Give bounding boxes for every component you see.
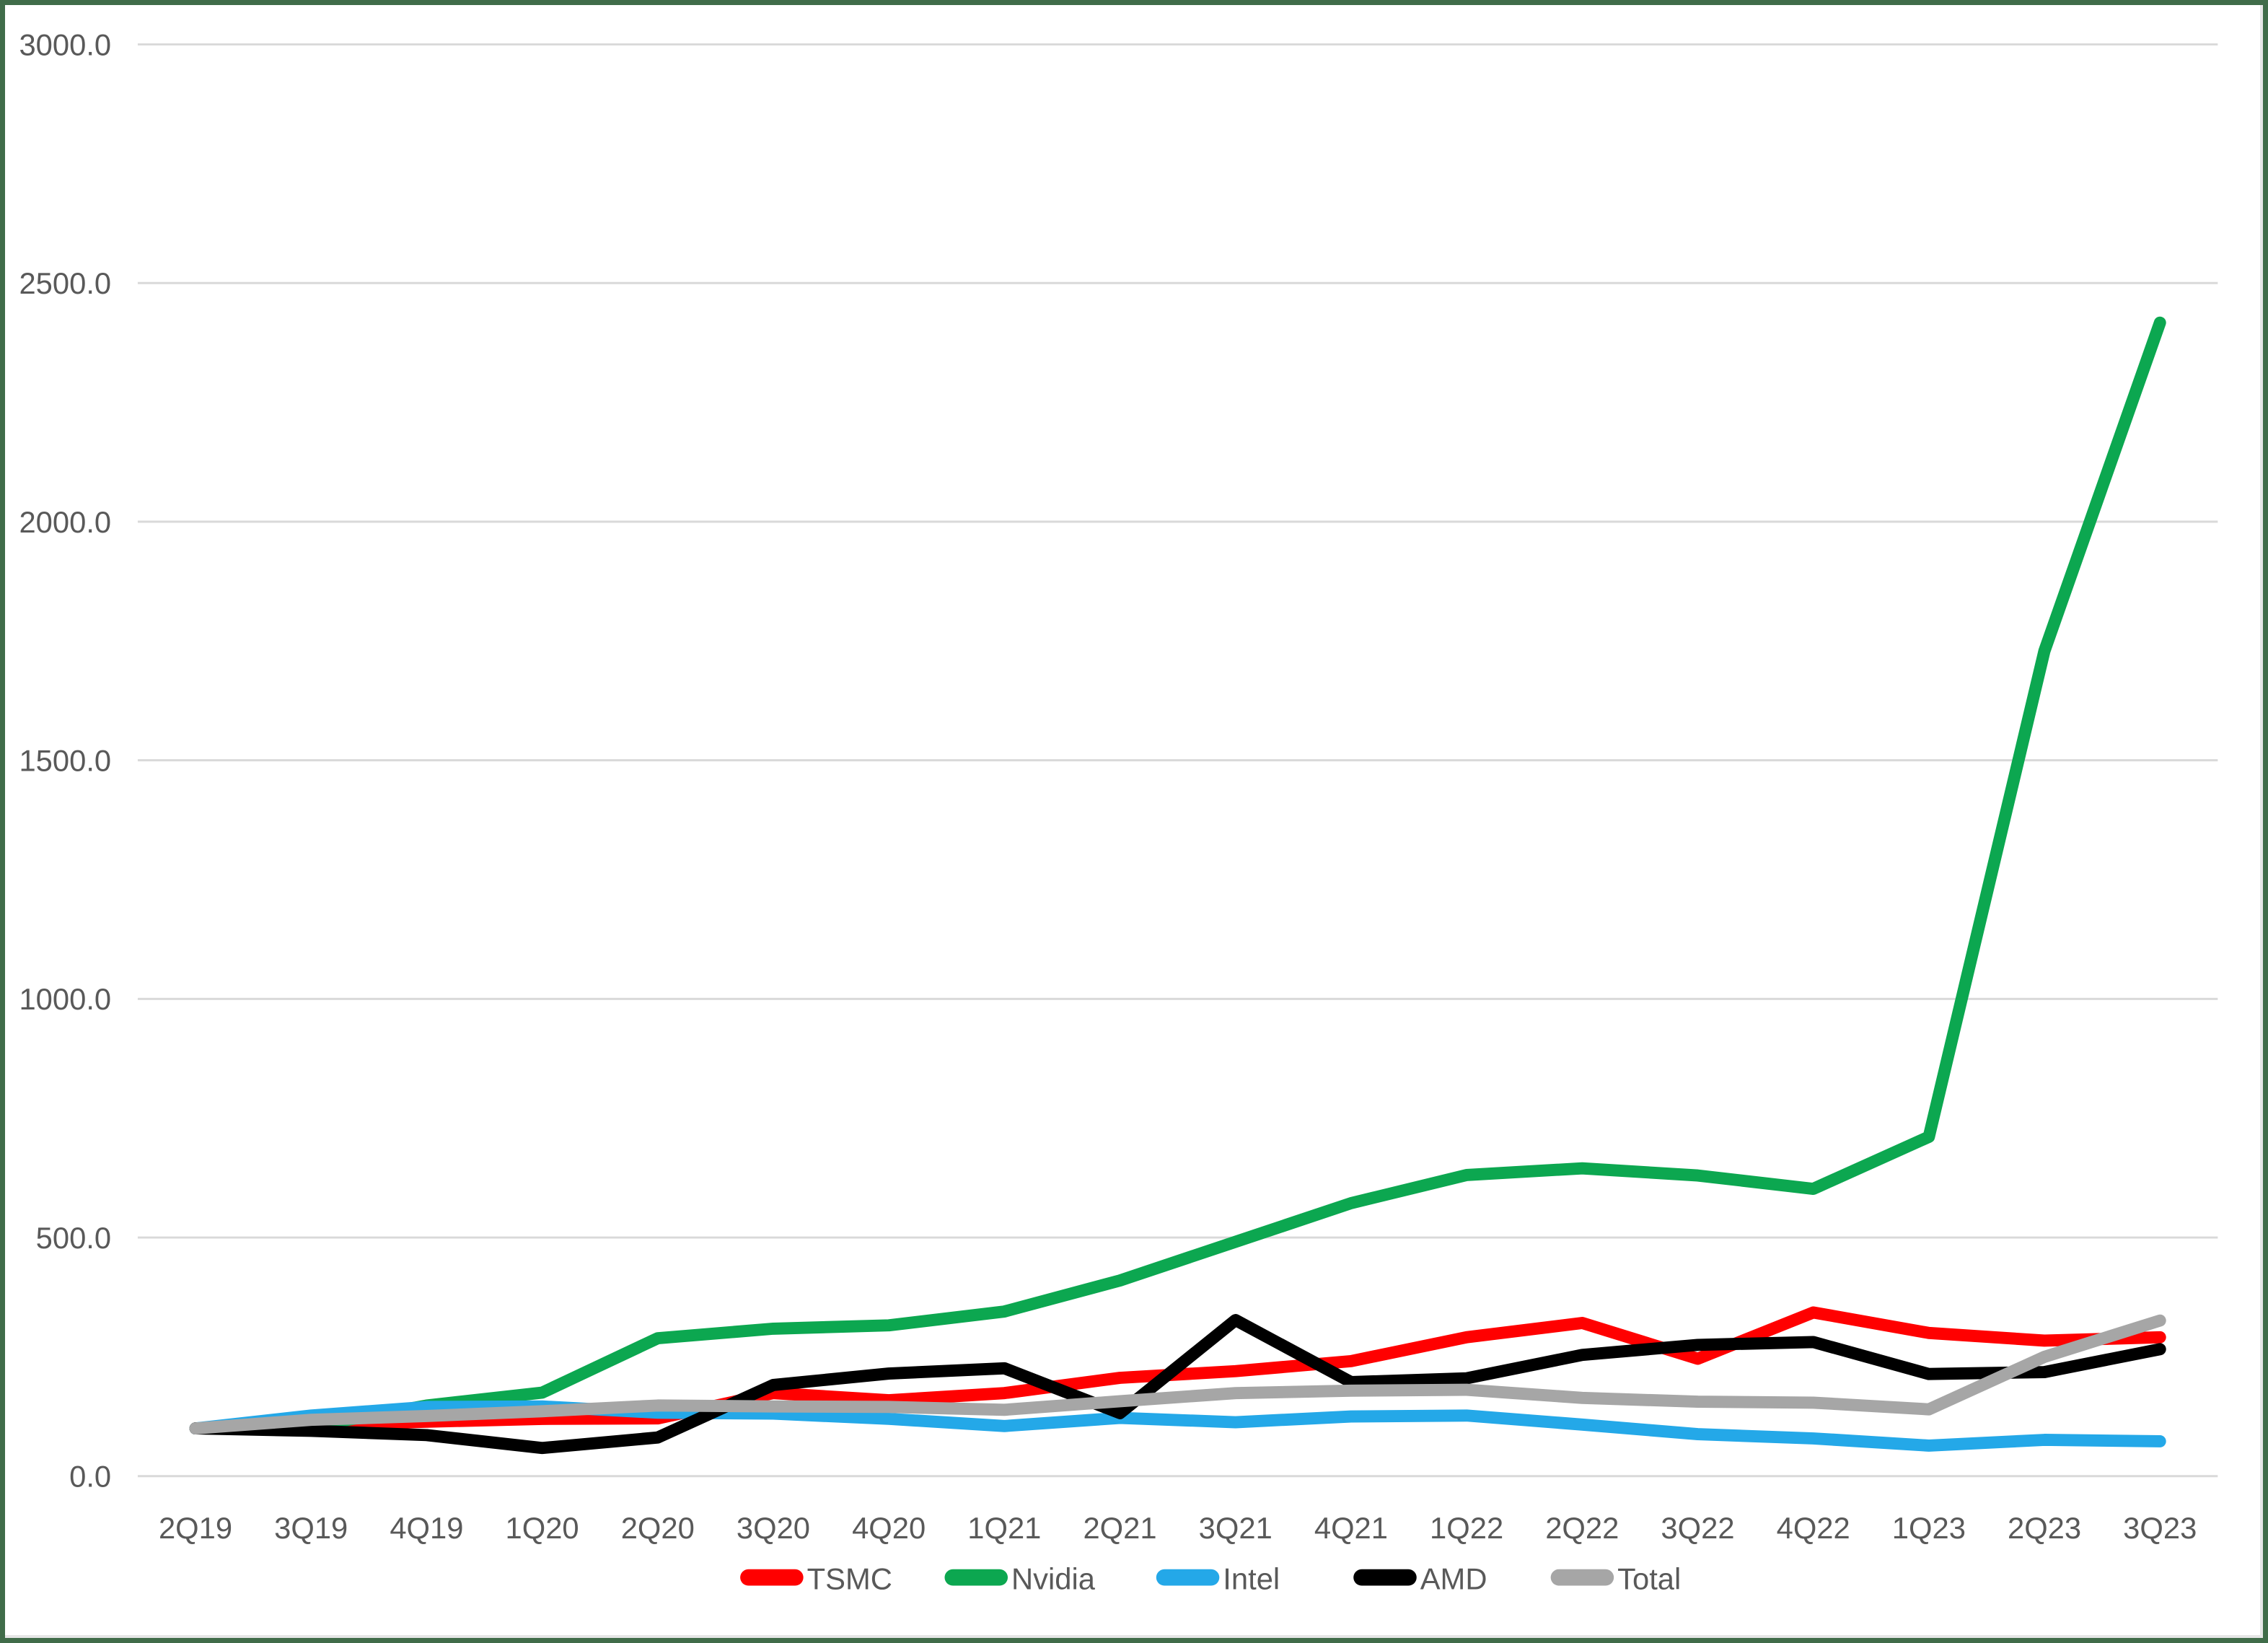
x-tick-label: 4Q21 [1314, 1511, 1388, 1545]
legend-chip-intel [1156, 1569, 1220, 1586]
legend-label-total: Total [1617, 1562, 1681, 1596]
x-tick-label: 4Q20 [852, 1511, 926, 1545]
y-tick-label: 0.0 [69, 1460, 111, 1494]
x-tick-label: 3Q22 [1661, 1511, 1734, 1545]
x-tick-label: 1Q23 [1892, 1511, 1966, 1545]
legend-chip-amd [1353, 1569, 1417, 1586]
x-tick-label: 3Q23 [2123, 1511, 2197, 1545]
legend-label-amd: AMD [1420, 1562, 1487, 1596]
x-tick-label: 1Q20 [506, 1511, 579, 1545]
x-tick-label: 2Q20 [621, 1511, 695, 1545]
chart-frame-bevel: 0.0 500.0 1000.0 1500.0 2000.0 2500.0 3000.0 2… [5, 5, 2263, 1638]
x-tick-label: 1Q22 [1430, 1511, 1503, 1545]
x-tick-label: 2Q23 [2008, 1511, 2081, 1545]
legend-label-intel: Intel [1223, 1562, 1280, 1596]
legend-label-tsmc: TSMC [807, 1562, 892, 1596]
x-tick-label: 2Q19 [159, 1511, 232, 1545]
y-tick-label: 500.0 [36, 1221, 111, 1255]
legend: TSMC Nvidia Intel AMD Total [740, 1562, 1681, 1596]
x-tick-label: 3Q19 [274, 1511, 348, 1545]
x-tick-label: 2Q21 [1083, 1511, 1156, 1545]
series-line-total [189, 1314, 2166, 1435]
y-tick-label: 3000.0 [19, 27, 111, 61]
x-tick-label: 3Q20 [737, 1511, 810, 1545]
legend-chip-total [1550, 1569, 1614, 1586]
y-tick-label: 1500.0 [19, 744, 111, 778]
legend-chip-nvidia [944, 1569, 1008, 1586]
x-tick-label: 4Q19 [390, 1511, 463, 1545]
series-line-nvidia [189, 316, 2166, 1435]
x-tick-label: 3Q21 [1199, 1511, 1273, 1545]
y-axis-labels: 0.0 500.0 1000.0 1500.0 2000.0 2500.0 3000.0 [19, 27, 111, 1493]
line-chart: 0.0 500.0 1000.0 1500.0 2000.0 2500.0 3000.0 2… [19, 27, 2218, 1596]
legend-label-nvidia: Nvidia [1011, 1562, 1096, 1596]
series-line-tsmc [189, 1306, 2166, 1435]
legend-chip-tsmc [740, 1569, 804, 1586]
y-tick-label: 2500.0 [19, 266, 111, 300]
series-line-amd [189, 1314, 2166, 1455]
gridlines-layer [137, 43, 2218, 1478]
x-tick-label: 1Q21 [967, 1511, 1041, 1545]
y-tick-label: 2000.0 [19, 505, 111, 539]
series-layer [189, 316, 2166, 1455]
x-tick-label: 4Q22 [1777, 1511, 1850, 1545]
x-tick-label: 2Q22 [1545, 1511, 1619, 1545]
x-axis-labels: 2Q19 3Q19 4Q19 1Q20 2Q20 3Q20 4Q20 1Q21 2Q21 3Q21… [159, 1511, 2197, 1545]
y-tick-label: 1000.0 [19, 982, 111, 1016]
